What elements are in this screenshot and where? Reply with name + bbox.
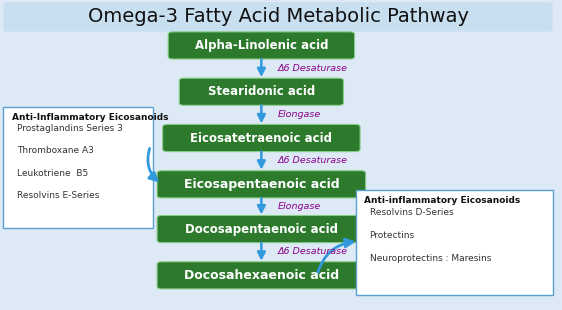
FancyBboxPatch shape	[157, 215, 366, 243]
Text: Stearidonic acid: Stearidonic acid	[208, 85, 315, 98]
Text: Leukotriene  B5: Leukotriene B5	[17, 169, 89, 178]
Text: Neuroprotectins : Maresins: Neuroprotectins : Maresins	[370, 254, 491, 263]
Text: Δ6 Desaturase: Δ6 Desaturase	[278, 156, 348, 165]
FancyBboxPatch shape	[157, 262, 366, 289]
Text: Thromboxane A3: Thromboxane A3	[17, 147, 94, 156]
Text: Δ6 Desaturase: Δ6 Desaturase	[278, 247, 348, 256]
Text: Eicosapentaenoic acid: Eicosapentaenoic acid	[184, 178, 339, 191]
Text: Protectins: Protectins	[370, 231, 415, 240]
FancyBboxPatch shape	[3, 107, 153, 228]
Text: Docosahexaenoic acid: Docosahexaenoic acid	[184, 269, 339, 282]
FancyBboxPatch shape	[3, 2, 552, 32]
Text: Docosapentaenoic acid: Docosapentaenoic acid	[185, 223, 338, 236]
Text: Omega-3 Fatty Acid Metabolic Pathway: Omega-3 Fatty Acid Metabolic Pathway	[88, 7, 469, 26]
Text: Alpha-Linolenic acid: Alpha-Linolenic acid	[194, 39, 328, 52]
Text: Elongase: Elongase	[278, 202, 321, 211]
Text: Anti-Inflammatory Eicosanoids: Anti-Inflammatory Eicosanoids	[12, 113, 168, 122]
FancyBboxPatch shape	[168, 32, 355, 59]
FancyBboxPatch shape	[179, 78, 343, 105]
Text: Elongase: Elongase	[278, 110, 321, 119]
Text: Eicosatetraenoic acid: Eicosatetraenoic acid	[191, 131, 332, 144]
Text: Anti-inflammatory Eicosanoids: Anti-inflammatory Eicosanoids	[364, 196, 520, 205]
Text: Resolvins D-Series: Resolvins D-Series	[370, 208, 453, 217]
FancyBboxPatch shape	[157, 171, 366, 198]
Text: Resolvins E-Series: Resolvins E-Series	[17, 191, 99, 200]
FancyBboxPatch shape	[356, 190, 552, 295]
Text: Prostaglandins Series 3: Prostaglandins Series 3	[17, 124, 123, 133]
Text: Δ6 Desaturase: Δ6 Desaturase	[278, 64, 348, 73]
FancyBboxPatch shape	[162, 124, 360, 152]
